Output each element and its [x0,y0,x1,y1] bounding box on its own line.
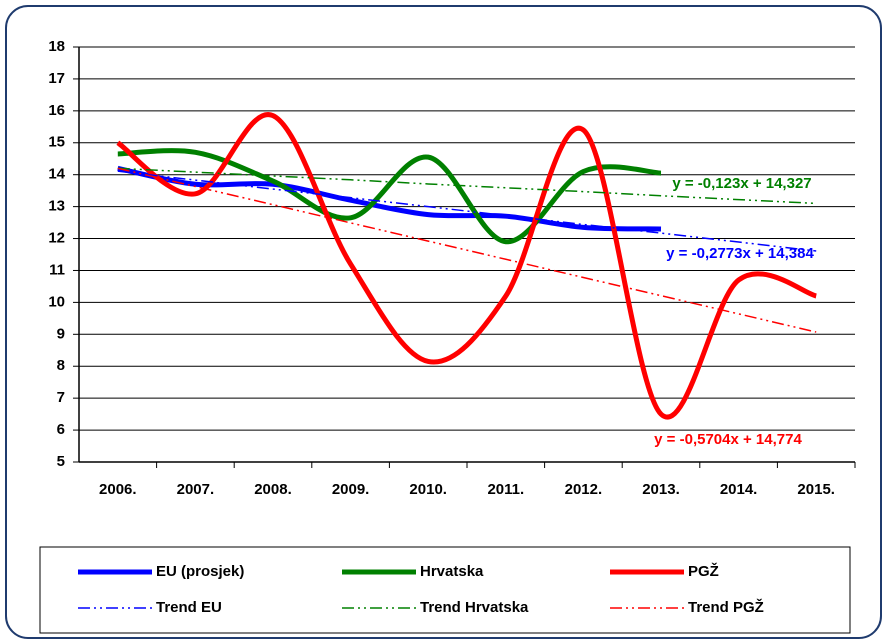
y-tick-label: 5 [57,453,65,470]
x-tick-label: 2013. [642,481,680,498]
x-tick-label: 2006. [99,481,137,498]
y-tick-label: 12 [48,230,65,247]
y-tick-label: 11 [49,261,65,278]
y-tick-label: 16 [48,102,65,119]
chart: 5 6 7 8 9 10 11 12 13 14 15 16 17 18 2006. 2007. 2008. 20… [0,0,887,644]
x-tick-label: 2007. [177,481,215,498]
x-tick-label: 2008. [254,481,292,498]
legend-label: PGŽ [688,562,719,580]
legend-label: EU (prosjek) [156,563,244,580]
legend-label: Trend EU [156,599,222,616]
y-tick-label: 7 [57,389,65,406]
frame [6,6,881,638]
y-tick-label: 9 [57,325,65,342]
legend-label: Hrvatska [420,563,484,580]
x-tick-label: 2015. [797,481,835,498]
y-tick-label: 18 [48,38,65,55]
trend-equation: y = -0,2773x + 14,384 [666,245,814,262]
x-tick-label: 2014. [720,481,758,498]
trend-equation: y = -0,5704x + 14,774 [654,431,802,448]
y-tick-label: 10 [48,293,65,310]
y-tick-label: 6 [57,421,65,438]
legend-label: Trend Hrvatska [420,599,529,616]
y-tick-label: 17 [48,70,65,87]
x-tick-label: 2009. [332,481,370,498]
x-tick-label: 2011. [487,481,524,498]
y-tick-label: 13 [48,198,65,215]
legend-box [40,547,850,633]
x-tick-label: 2012. [565,481,603,498]
legend-label: Trend PGŽ [688,598,764,616]
y-tick-label: 8 [57,357,65,374]
y-tick-label: 14 [48,166,65,183]
x-tick-label: 2010. [409,481,447,498]
trend-equation: y = -0,123x + 14,327 [672,175,811,192]
y-tick-label: 15 [48,134,65,151]
